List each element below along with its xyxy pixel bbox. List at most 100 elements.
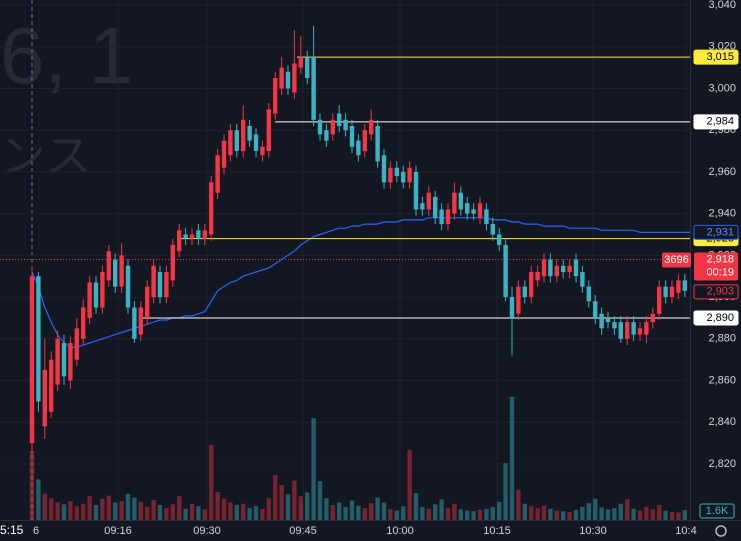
volume-bar — [522, 503, 527, 520]
y-tick-label: 2,820 — [708, 458, 736, 470]
volume-bar — [426, 508, 431, 520]
candle-body — [644, 322, 649, 335]
level-label-box — [693, 49, 739, 65]
settings-icon[interactable] — [715, 525, 727, 537]
x-tick-label: 09:45 — [289, 525, 317, 537]
volume-bar — [113, 502, 118, 520]
candle-body — [586, 286, 591, 302]
volume-bar — [497, 501, 502, 520]
volume-bar — [279, 485, 284, 520]
candle-body — [554, 265, 559, 277]
volume-bar — [477, 510, 483, 520]
close-label-box — [693, 284, 739, 300]
volume-bar — [567, 511, 572, 520]
candle-body — [625, 322, 630, 339]
candle-body — [599, 313, 604, 329]
volume-bar — [599, 507, 604, 520]
y-tick-label: 3,020 — [708, 41, 736, 53]
candle-body — [420, 203, 425, 210]
candle-body — [106, 251, 111, 281]
volume-bar — [305, 492, 310, 520]
volume-bar — [413, 493, 419, 520]
volume-bar — [151, 500, 156, 520]
volume-bar — [631, 508, 636, 520]
volume-bar — [196, 506, 201, 520]
candle-body — [612, 322, 617, 329]
volume-bar — [324, 498, 329, 520]
candle-body — [631, 322, 636, 335]
volume-bar — [253, 506, 259, 520]
volume-bar — [273, 475, 278, 520]
volume-bar — [119, 501, 124, 520]
volume-bar — [529, 506, 534, 520]
x-tick-label: 10:00 — [386, 525, 414, 537]
volume-bar — [337, 502, 342, 520]
candle-body — [266, 109, 271, 152]
candle-body — [298, 57, 303, 68]
candle-body — [311, 57, 316, 120]
candle-body — [445, 209, 451, 225]
candle-body — [183, 234, 188, 239]
volume-bar — [618, 503, 623, 520]
close-label: 2,903 — [706, 286, 734, 298]
candle-body — [157, 272, 163, 298]
candle-body — [247, 126, 252, 141]
candle-body — [285, 71, 291, 89]
candle-body — [87, 282, 92, 318]
candle-body — [61, 342, 67, 377]
candle-body — [343, 119, 348, 131]
candle-body — [407, 167, 412, 183]
candle-body — [682, 280, 687, 291]
candle-body — [394, 167, 399, 177]
candle-body — [164, 272, 169, 298]
volume-bar — [554, 510, 559, 520]
candle-body — [215, 155, 220, 193]
candle-body — [151, 265, 156, 298]
candle-body — [68, 342, 73, 381]
volume-bar — [637, 510, 643, 520]
volume-bar — [471, 511, 476, 520]
volume-bar — [541, 505, 547, 520]
volume-bar — [375, 497, 380, 520]
candle-body — [369, 119, 374, 135]
y-tick-label: 2,860 — [708, 374, 736, 386]
settings-icon[interactable] — [715, 525, 727, 537]
y-tick-label: 3,000 — [708, 82, 736, 94]
candle-body — [29, 276, 35, 444]
candle-body — [381, 155, 387, 183]
candle-body — [324, 130, 329, 141]
volume-bar — [61, 504, 67, 520]
candle-body — [509, 297, 515, 318]
candle-body — [241, 119, 246, 152]
volume-bar — [241, 503, 246, 520]
candle-body — [170, 244, 175, 281]
candle-body — [676, 280, 681, 293]
volume-bar — [87, 496, 92, 520]
y-tick-label: 3,040 — [708, 0, 736, 11]
candle-body — [375, 126, 380, 162]
volume-bar — [650, 509, 655, 520]
tag-box — [662, 252, 691, 268]
volume-bar — [177, 496, 182, 520]
candle-body — [81, 307, 86, 339]
volume-bar — [605, 509, 611, 520]
y-tick-label: 2,880 — [708, 333, 736, 345]
volume-bar — [503, 463, 508, 520]
volume-bar — [145, 506, 150, 520]
tag: 3696 — [664, 254, 688, 266]
candle-body — [529, 272, 534, 298]
volume-bar — [36, 479, 41, 520]
volume-bar — [349, 500, 355, 520]
candle-body — [516, 286, 521, 314]
candle-body — [228, 130, 233, 156]
volume-bar — [381, 502, 387, 520]
volume-bar — [317, 481, 323, 520]
volume-bar — [292, 480, 297, 520]
volume-label-box — [699, 503, 735, 519]
candle-body — [305, 57, 310, 79]
candle-body — [330, 119, 335, 135]
volume-bar — [369, 503, 374, 520]
volume-bar — [228, 502, 233, 520]
volume-bar — [490, 506, 495, 520]
